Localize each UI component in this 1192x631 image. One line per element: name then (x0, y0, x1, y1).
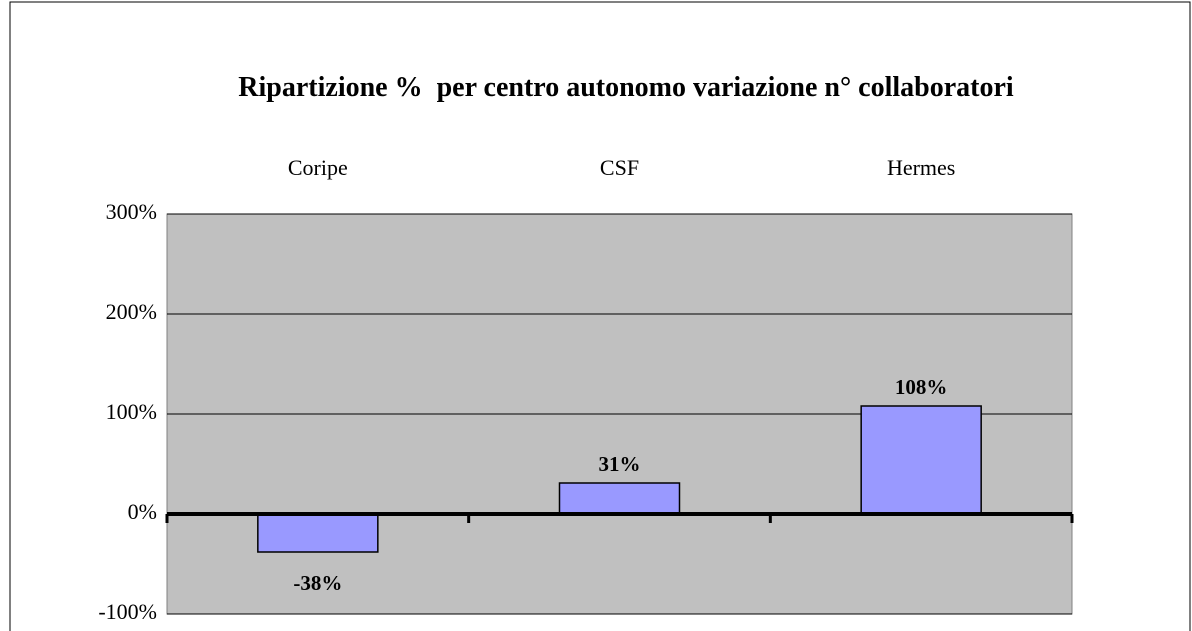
chart-frame (9, 1, 1191, 631)
data-label: 108% (895, 375, 948, 399)
y-tick-label: 100% (106, 399, 157, 424)
category-label: Coripe (288, 155, 348, 180)
category-label: CSF (600, 155, 639, 180)
y-tick-label: 300% (106, 199, 157, 224)
y-tick-label: 0% (128, 499, 157, 524)
category-label: Hermes (887, 155, 955, 180)
data-label: 31% (599, 452, 641, 476)
chart-title: Ripartizione % per centro autonomo varia… (238, 72, 1014, 103)
y-tick-label: 200% (106, 299, 157, 324)
bar (257, 513, 379, 553)
bar (558, 482, 681, 515)
y-tick-label: -100% (98, 599, 157, 624)
data-label: -38% (293, 571, 342, 595)
bar (860, 405, 982, 515)
